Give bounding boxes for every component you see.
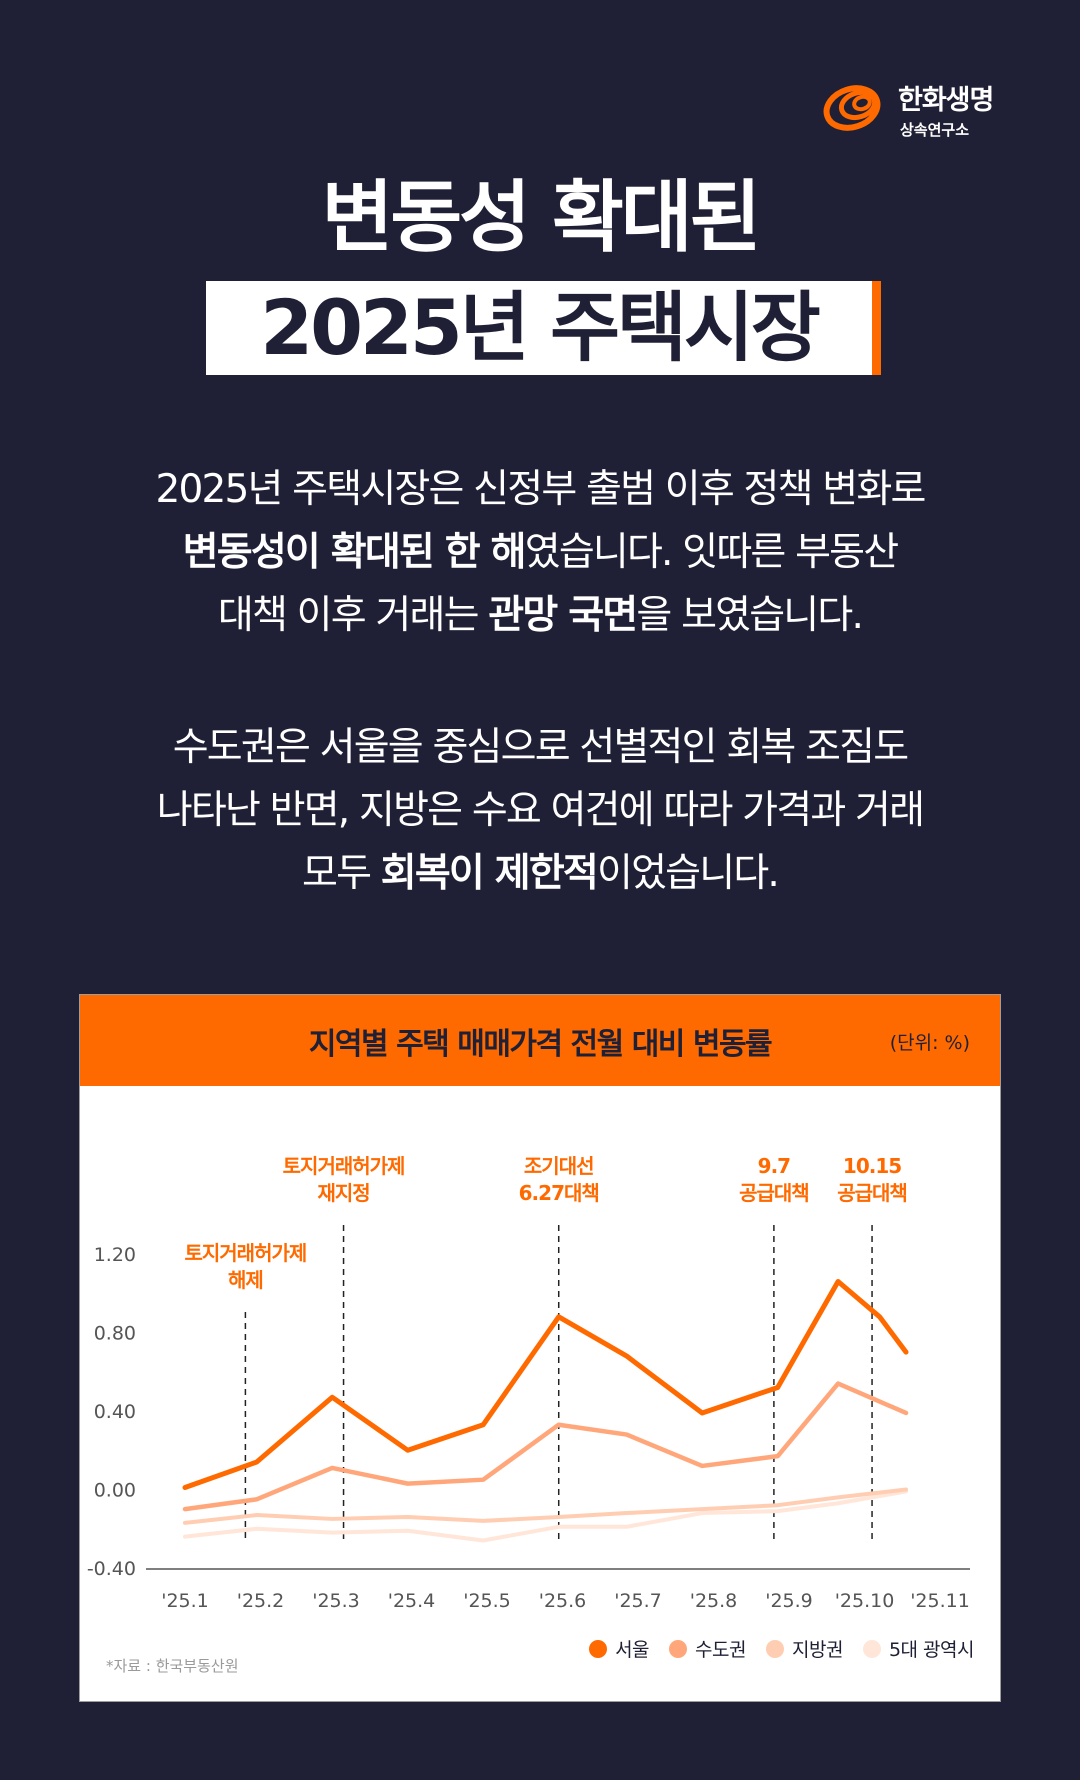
paragraph1-line2-bold: 변동성이 확대된 한 해	[182, 530, 527, 575]
chart-title: 지역별 주택 매매가격 전월 대비 변동률	[308, 1027, 773, 1062]
x-tick-label: '25.6	[539, 1590, 587, 1612]
event-label: 해제	[228, 1268, 263, 1292]
y-tick-label: 1.20	[94, 1244, 136, 1266]
paragraph1-line2: 변동성이 확대된 한 해였습니다. 잇따른 부동산	[0, 521, 1080, 584]
hanwha-logo-icon	[823, 85, 881, 131]
brand-name: 한화생명	[898, 85, 994, 116]
legend-swatch	[669, 1639, 688, 1658]
chart-unit: (단위: %)	[889, 1032, 970, 1054]
legend-label: 수도권	[695, 1639, 746, 1661]
x-tick-label: '25.11	[910, 1590, 970, 1612]
legend-label: 5대 광역시	[888, 1639, 975, 1661]
chart-source: *자료 : 한국부동산원	[106, 1657, 239, 1675]
paragraph1-line3: 대책 이후 거래는 관망 국면을 보였습니다.	[0, 584, 1080, 647]
legend-label: 지방권	[791, 1639, 843, 1661]
event-label: 토지거래허가제	[283, 1154, 405, 1178]
brand-sub: 상속연구소	[900, 121, 970, 139]
series-line-0	[182, 1278, 909, 1491]
event-label: 토지거래허가제	[184, 1241, 306, 1265]
legend-swatch	[862, 1639, 881, 1658]
page-title-highlight: 2025년 주택시장	[206, 281, 881, 375]
line-chart: 1.20 0.80 0.40 0.00 -0.40 '25.1 '25.2 '25.3 '25.…	[87, 1154, 970, 1612]
event-label: 공급대책	[739, 1181, 809, 1205]
paragraph1-line3-bold: 관망 국면	[488, 593, 638, 638]
event-label: 6.27대책	[519, 1181, 599, 1205]
intro-paragraph-2: 수도권은 서울을 중심으로 선별적인 회복 조짐도 나타난 반면, 지방은 수요…	[0, 716, 1080, 905]
paragraph1-line3-post: 을 보였습니다.	[636, 593, 863, 638]
series-line-2	[183, 1487, 909, 1525]
event-label: 공급대책	[837, 1181, 907, 1205]
x-tick-label: '25.9	[765, 1590, 813, 1612]
legend-item: 5대 광역시	[862, 1635, 975, 1662]
x-tick-label: '25.8	[690, 1590, 738, 1612]
legend-swatch	[589, 1639, 608, 1658]
paragraph1-line3-pre: 대책 이후 거래는	[217, 593, 489, 638]
x-tick-label: '25.1	[161, 1590, 209, 1612]
paragraph1-line1: 2025년 주택시장은 신정부 출범 이후 정책 변화로	[155, 467, 926, 512]
x-tick-label: '25.4	[388, 1590, 436, 1612]
paragraph2-line3-bold: 회복이 제한적	[380, 851, 599, 896]
chart-card: 지역별 주택 매매가격 전월 대비 변동률 (단위: %) 1.20 0.80 0.…	[79, 994, 1001, 1702]
series-line-1	[182, 1381, 909, 1512]
series-line-3	[183, 1489, 909, 1543]
y-tick-label: -0.40	[87, 1558, 136, 1580]
x-tick-label: '25.5	[463, 1590, 511, 1612]
paragraph2-line3-post: 이었습니다.	[597, 851, 780, 896]
y-tick-label: 0.00	[94, 1480, 136, 1502]
legend-swatch	[765, 1639, 784, 1658]
intro-paragraph-1: 2025년 주택시장은 신정부 출범 이후 정책 변화로 변동성이 확대된 한 …	[0, 458, 1080, 647]
paragraph2-line2: 나타난 반면, 지방은 수요 여건에 따라 가격과 거래	[156, 788, 925, 833]
y-tick-label: 0.80	[94, 1323, 136, 1345]
paragraph2-line3: 모두 회복이 제한적이었습니다.	[0, 842, 1080, 905]
event-label: 재지정	[317, 1181, 369, 1205]
event-label: 9.7	[758, 1154, 791, 1178]
x-tick-label: '25.7	[614, 1590, 662, 1612]
paragraph1-line2-rest: 였습니다. 잇따른 부동산	[524, 530, 899, 575]
page-title-line1: 변동성 확대된	[321, 173, 762, 263]
event-label: 10.15	[843, 1154, 901, 1178]
x-tick-label: '25.3	[312, 1590, 360, 1612]
y-tick-label: 0.40	[94, 1401, 136, 1423]
paragraph2-line3-pre: 모두	[301, 851, 381, 896]
paragraph2-line1: 수도권은 서울을 중심으로 선별적인 회복 조짐도	[172, 725, 909, 770]
legend-item: 서울	[589, 1635, 650, 1662]
legend-item: 수도권	[669, 1635, 746, 1662]
x-tick-label: '25.2	[237, 1590, 285, 1612]
brand-logo: 한화생명 상속연구소	[822, 74, 1022, 146]
legend-label: 서울	[615, 1639, 650, 1661]
legend-item: 지방권	[765, 1635, 843, 1662]
chart-header: 지역별 주택 매매가격 전월 대비 변동률 (단위: %)	[80, 995, 1000, 1086]
chart-legend: 서울 수도권 지방권 5대 광역시	[589, 1635, 975, 1662]
page-title-line2: 2025년 주택시장	[260, 283, 821, 372]
x-tick-label: '25.10	[835, 1590, 895, 1612]
event-label: 조기대선	[524, 1154, 594, 1178]
